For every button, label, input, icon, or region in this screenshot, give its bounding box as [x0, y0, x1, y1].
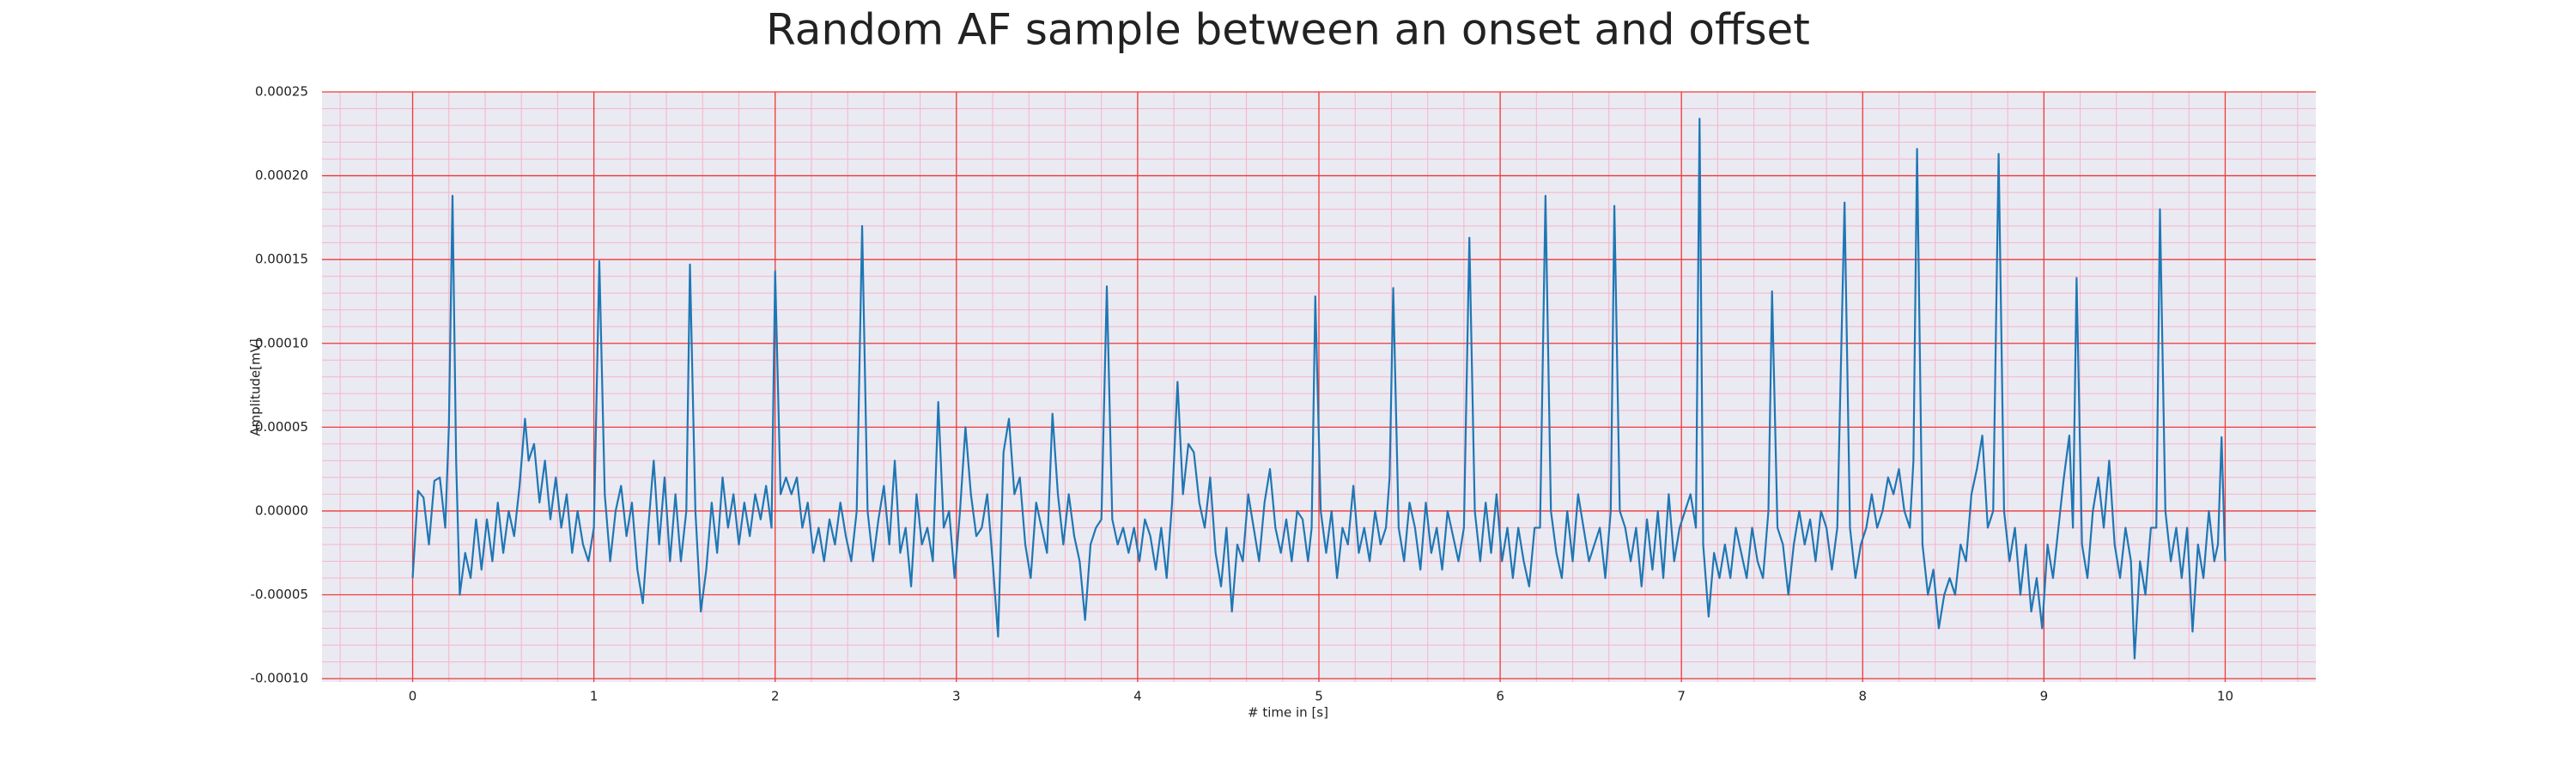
y-tick-label: 0.00020: [255, 167, 308, 183]
y-tick-label: 0.00025: [255, 84, 308, 100]
x-tick-label: 0: [409, 689, 417, 704]
signal-line: [411, 118, 2227, 660]
x-tick-label: 1: [590, 689, 598, 704]
plot-area: [322, 91, 2316, 682]
x-tick-label: 8: [1858, 689, 1867, 704]
y-axis-label: Amplitude[mV]: [248, 338, 264, 435]
y-tick-label: 0.00010: [255, 335, 308, 350]
x-tick-label: 3: [952, 689, 961, 704]
x-tick-label: 7: [1677, 689, 1686, 704]
x-tick-label: 9: [2040, 689, 2049, 704]
x-tick-label: 2: [771, 689, 780, 704]
y-tick-label: 0.00000: [255, 502, 308, 518]
x-tick-label: 5: [1315, 689, 1323, 704]
x-tick-label: 4: [1133, 689, 1142, 704]
chart-title: Random AF sample between an onset and of…: [766, 5, 1810, 55]
x-tick-label: 10: [2217, 689, 2233, 704]
y-tick-label: 0.00015: [255, 252, 308, 267]
x-tick-label: 6: [1496, 689, 1504, 704]
y-tick-label: -0.00010: [251, 671, 308, 686]
x-axis-label: # time in [s]: [1248, 705, 1328, 721]
y-tick-label: -0.00005: [251, 587, 308, 602]
y-tick-label: 0.00005: [255, 419, 308, 435]
